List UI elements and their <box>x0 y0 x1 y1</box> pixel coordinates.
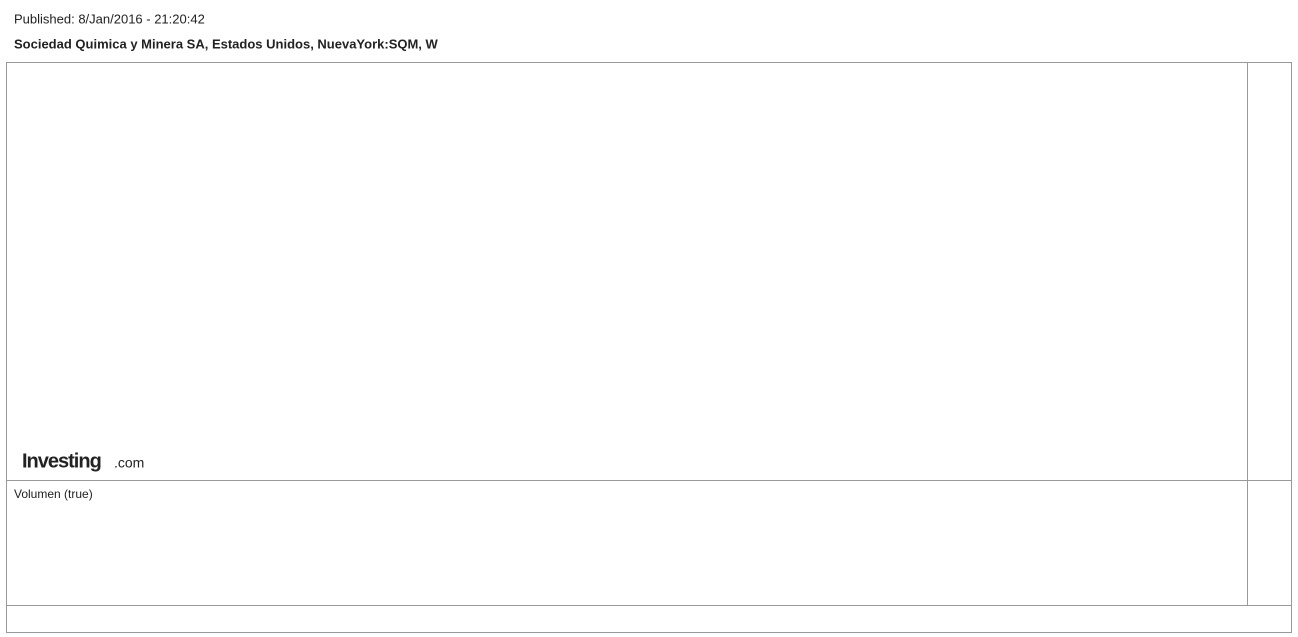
watermark-brand: Investing <box>22 450 101 472</box>
published: Published: 8/Jan/2016 - 21:20:42 <box>14 11 205 26</box>
frame <box>6 62 1292 633</box>
chart-title: Sociedad Quimica y Minera SA, Estados Un… <box>14 36 439 51</box>
volume-title: Volumen (true) <box>14 487 93 501</box>
watermark-suffix: .com <box>114 455 144 471</box>
